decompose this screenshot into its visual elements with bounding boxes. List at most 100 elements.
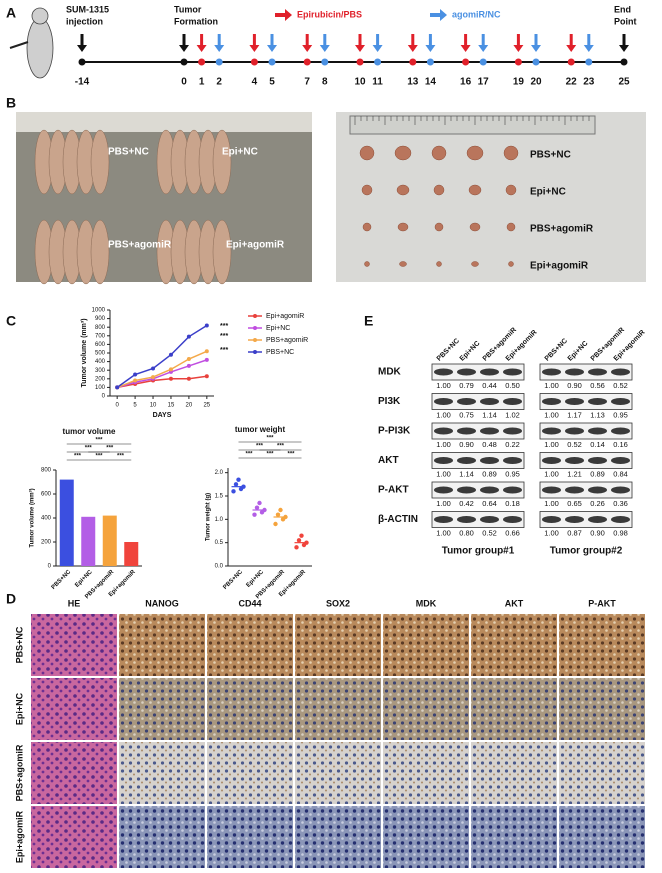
y-tick-label: 100 — [95, 385, 106, 391]
ihc-image — [295, 806, 381, 868]
tumor — [362, 222, 372, 232]
point — [304, 540, 309, 545]
ihc-image — [207, 806, 293, 868]
day-label: 11 — [372, 77, 383, 88]
blot-band — [611, 457, 630, 464]
band-value: 0.95 — [613, 410, 628, 419]
stain-label: HE — [68, 598, 81, 608]
arrow-head — [372, 45, 383, 52]
arrow-head — [619, 45, 629, 52]
blot-frame — [431, 481, 525, 499]
point — [186, 376, 191, 381]
blot-band — [457, 427, 476, 435]
point — [186, 357, 191, 362]
tumor-label: Epi+agomiR — [530, 261, 589, 272]
blot-band — [434, 368, 453, 376]
timeline-dot — [532, 58, 540, 66]
timeline-dot — [250, 58, 258, 66]
tumor — [397, 222, 409, 232]
ruler — [349, 115, 596, 135]
timeline-dot — [180, 58, 188, 66]
blot-band — [480, 427, 499, 435]
arrow-head — [319, 45, 330, 52]
ihc-image — [383, 614, 469, 676]
band-value: 0.84 — [613, 469, 628, 478]
mouse — [90, 129, 110, 195]
y-tick-label: 0 — [48, 564, 52, 570]
point — [254, 505, 260, 510]
band-value: 1.13 — [590, 410, 605, 419]
point — [296, 538, 302, 543]
tumor — [468, 184, 482, 196]
y-axis-label: Tumor weight (g) — [206, 493, 212, 541]
y-tick-label: 400 — [41, 516, 52, 522]
ihc-image — [295, 678, 381, 740]
event-label: Formation — [174, 16, 218, 26]
blot-band — [565, 486, 584, 494]
stain-label: AKT — [505, 598, 524, 608]
blot-band — [542, 368, 561, 376]
band-value: 1.14 — [482, 410, 497, 419]
day-label: 23 — [583, 77, 595, 88]
y-tick-label: 2.0 — [215, 470, 224, 476]
band-value: 1.00 — [544, 381, 559, 390]
blot-band — [457, 368, 476, 376]
blot-band — [503, 427, 522, 435]
y-tick-label: 400 — [95, 359, 106, 365]
significance: *** — [287, 452, 295, 458]
bar — [102, 515, 117, 566]
significance: *** — [95, 454, 103, 460]
band-value: 0.80 — [459, 528, 474, 537]
significance: *** — [245, 452, 253, 458]
blot-band — [588, 398, 607, 405]
blot-band — [588, 516, 607, 523]
chart-title: tumor weight — [235, 425, 286, 434]
day-label: 10 — [354, 77, 366, 88]
y-tick-label: 1000 — [92, 308, 106, 314]
y-tick-label: 0.0 — [215, 564, 224, 570]
tumor — [396, 184, 410, 196]
arrow-head — [214, 45, 225, 52]
point — [278, 507, 283, 513]
tumor — [431, 145, 447, 161]
blot-band — [503, 398, 522, 405]
group-label: PBS+NC — [108, 147, 149, 158]
x-tick-label: PBS+NC — [51, 569, 73, 591]
band-value: 0.44 — [482, 381, 497, 390]
point — [275, 512, 281, 517]
band-value: 0.22 — [505, 440, 520, 449]
tumor — [436, 261, 442, 267]
ihc-image — [31, 614, 117, 676]
ihc-image — [383, 806, 469, 868]
legend-marker — [253, 326, 257, 330]
band-value: 1.00 — [436, 499, 451, 508]
band-value: 0.64 — [482, 499, 497, 508]
blot-frame — [539, 363, 633, 381]
y-tick-label: 800 — [95, 325, 106, 331]
blot-band — [480, 486, 499, 494]
series-line — [117, 375, 207, 389]
band-value: 0.42 — [459, 499, 474, 508]
point — [236, 477, 241, 482]
series-line — [116, 324, 208, 389]
band-value: 0.52 — [613, 381, 628, 390]
mouse — [212, 129, 232, 195]
band-value: 0.36 — [613, 499, 628, 508]
ihc-image — [119, 614, 205, 676]
y-tick-label: 900 — [95, 316, 106, 322]
blot-band — [457, 398, 476, 405]
arrow-head — [407, 45, 418, 52]
timeline-dot — [268, 58, 276, 66]
day-label: 13 — [407, 77, 419, 88]
ihc-image — [207, 614, 293, 676]
x-tick-label: 15 — [168, 403, 175, 409]
point — [168, 376, 173, 381]
point — [204, 357, 209, 362]
tumor — [399, 261, 407, 267]
legend-label: Epi+agomiR — [266, 313, 304, 320]
ihc-image — [295, 614, 381, 676]
timeline-dot — [514, 58, 522, 66]
timeline-dot — [585, 58, 593, 66]
y-tick-label: 200 — [41, 540, 52, 546]
tumor — [469, 222, 481, 232]
